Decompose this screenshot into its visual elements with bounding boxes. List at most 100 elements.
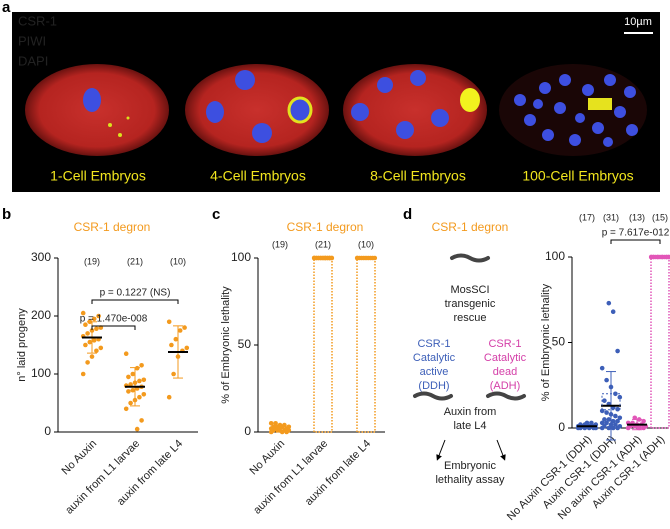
panel-letter: a	[2, 0, 11, 16]
significance-bracket	[91, 299, 179, 304]
data-point	[83, 322, 88, 328]
data-point	[139, 363, 144, 368]
data-point	[613, 422, 618, 427]
channel-label: PIWI	[18, 33, 46, 48]
data-point	[617, 423, 623, 429]
n-label: (10)	[358, 239, 374, 249]
data-point	[98, 345, 104, 351]
y-tick-label: 50	[552, 335, 566, 349]
caption: 8-Cell Embryos	[370, 168, 466, 184]
channel-label: DAPI	[18, 53, 48, 68]
data-point	[128, 400, 133, 406]
diagram-text: CSR-1	[488, 338, 521, 350]
data-point	[134, 426, 140, 432]
n-label: (15)	[652, 212, 668, 222]
bar	[650, 256, 670, 429]
x-tick-label: No Auxin	[248, 438, 288, 478]
diagram-text: CSR-1	[417, 338, 450, 350]
data-point	[327, 255, 332, 261]
caption: 100-Cell Embryos	[522, 168, 633, 184]
diagram-text: rescue	[453, 312, 486, 324]
micrograph	[12, 12, 660, 192]
data-point	[589, 420, 594, 426]
diagram-text: Catalytic	[484, 352, 527, 364]
x-tick-label: auxin from L1 larvae	[63, 438, 142, 517]
data-point	[171, 371, 176, 377]
data-point	[613, 413, 618, 419]
data-point	[268, 421, 274, 426]
data-point	[606, 300, 612, 306]
y-tick-label: 0	[44, 424, 51, 438]
n-label: (31)	[603, 212, 619, 222]
data-point	[273, 421, 278, 426]
data-point	[602, 423, 607, 429]
data-point	[123, 406, 129, 412]
data-point	[128, 382, 133, 387]
data-point	[584, 420, 590, 426]
data-point	[123, 351, 129, 357]
data-point	[354, 255, 360, 261]
data-point	[617, 415, 623, 421]
data-point	[182, 325, 187, 330]
n-label: (10)	[170, 256, 186, 266]
data-point	[602, 417, 607, 422]
data-point	[636, 425, 642, 431]
data-point	[141, 377, 147, 383]
data-point	[604, 420, 609, 426]
p-value: p = 0.1227 (NS)	[100, 288, 171, 299]
data-point	[126, 374, 131, 380]
y-tick-label: 100	[31, 366, 51, 380]
y-tick-label: 0	[558, 420, 565, 434]
highlight-box	[601, 393, 621, 411]
y-tick-label: 200	[31, 308, 51, 322]
n-label: (17)	[579, 212, 595, 222]
data-point	[651, 254, 656, 260]
data-point	[80, 310, 86, 316]
data-point	[641, 418, 646, 424]
significance-bracket	[91, 325, 136, 330]
diagram-text: Catalytic	[413, 352, 456, 364]
y-axis-label: % of Embryonic lethality	[540, 283, 552, 401]
diagram-text: (DDH)	[418, 380, 449, 392]
diagram-text: late L4	[453, 420, 486, 432]
data-point	[372, 255, 378, 261]
data-point	[311, 255, 317, 261]
chart-title: CSR-1 degron	[74, 220, 151, 234]
data-point	[606, 425, 612, 431]
n-label: (19)	[272, 239, 288, 249]
data-point	[166, 394, 172, 400]
y-tick-label: 100	[545, 249, 565, 263]
diagram-text: (ADH)	[490, 380, 521, 392]
diagram-text: dead	[493, 366, 517, 378]
data-point	[610, 309, 616, 315]
data-point	[85, 360, 90, 365]
data-point	[184, 345, 190, 351]
data-point	[599, 420, 605, 426]
arrows	[436, 439, 506, 461]
data-point	[615, 418, 620, 424]
diagram-text: MosSCI	[450, 284, 489, 296]
scale-bar-label: 10µm	[624, 16, 652, 28]
data-point	[599, 365, 605, 371]
chart-title: CSR-1 degron	[287, 220, 364, 234]
diagram-text: lethality assay	[435, 474, 505, 486]
data-point	[134, 365, 140, 371]
diagram-text: transgenic	[445, 298, 496, 310]
data-point	[139, 418, 144, 423]
bar	[356, 257, 376, 433]
diagram-text: active	[420, 366, 449, 378]
y-tick-label: 50	[238, 337, 252, 351]
y-tick-label: 0	[244, 424, 251, 438]
bar	[313, 257, 333, 433]
panel-letter: c	[212, 206, 220, 223]
channel-label: CSR-1	[18, 13, 57, 28]
caption: 4-Cell Embryos	[210, 168, 306, 184]
data-point	[89, 354, 95, 359]
data-point	[632, 415, 638, 421]
y-axis-label: n° laid progeny	[16, 308, 28, 382]
significance-bracket	[610, 239, 661, 244]
data-point	[130, 387, 136, 393]
data-point	[286, 424, 292, 430]
n-label: (19)	[84, 256, 100, 266]
